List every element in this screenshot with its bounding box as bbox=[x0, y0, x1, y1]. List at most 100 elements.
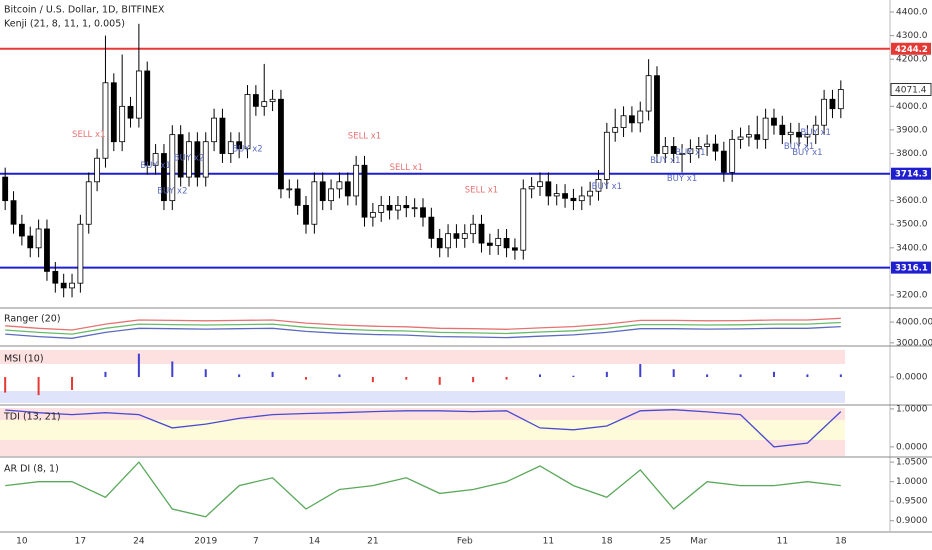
candle-body bbox=[344, 181, 351, 197]
signal-label: BUY x1 bbox=[792, 148, 822, 158]
signal-label: BUY x2 bbox=[157, 187, 187, 197]
candle-body bbox=[595, 179, 602, 192]
x-tick-label: 21 bbox=[367, 537, 378, 547]
candle-body bbox=[211, 117, 217, 143]
candle-body bbox=[712, 143, 719, 152]
candle-body bbox=[729, 138, 736, 173]
histogram-bar bbox=[204, 369, 207, 378]
y-tick-label: 1.0500 bbox=[896, 458, 928, 468]
candle-body bbox=[10, 200, 17, 225]
candle-body bbox=[553, 193, 560, 197]
y-tick-label: 4000.0000 bbox=[896, 318, 932, 328]
candle-body bbox=[169, 134, 176, 202]
y-tick-label: 0.0000 bbox=[896, 442, 928, 452]
candle-body bbox=[762, 117, 769, 140]
candle-body bbox=[386, 204, 393, 211]
level-tag bbox=[891, 261, 931, 274]
signal-label: BUY x1 bbox=[140, 161, 170, 171]
candle-body bbox=[428, 216, 435, 239]
candle-body bbox=[303, 204, 309, 225]
candle-body bbox=[829, 98, 836, 110]
candle-body bbox=[520, 188, 527, 251]
candle-body bbox=[85, 181, 92, 225]
y-tick-label: 0.0000 bbox=[896, 373, 928, 383]
candle-body bbox=[328, 188, 334, 202]
candle-body bbox=[119, 105, 126, 143]
y-tick-label: 4200.0 bbox=[896, 55, 928, 65]
level-tag bbox=[891, 167, 931, 180]
candle-body bbox=[286, 188, 293, 191]
candle-body bbox=[804, 134, 811, 138]
candle-body bbox=[654, 75, 660, 154]
x-tick-label: 18 bbox=[835, 537, 847, 547]
y-tick-label: 3400.0 bbox=[896, 243, 928, 253]
candle-body bbox=[645, 75, 652, 112]
y-tick-label: 0.9000 bbox=[896, 516, 928, 526]
indicator-line bbox=[5, 325, 841, 339]
signal-label: SELL x1 bbox=[390, 163, 423, 173]
band-lower bbox=[0, 391, 845, 403]
candle-body bbox=[261, 101, 268, 107]
candle-body bbox=[470, 223, 477, 235]
indicator-line bbox=[5, 317, 841, 331]
histogram-bar bbox=[4, 377, 7, 393]
y-tick-label: 1.0000 bbox=[896, 404, 928, 414]
candle-body bbox=[603, 131, 610, 180]
signal-label: SELL x1 bbox=[72, 130, 105, 140]
candle-body bbox=[704, 143, 711, 147]
histogram-bar bbox=[538, 374, 541, 378]
candle-body bbox=[754, 134, 761, 140]
candle-body bbox=[503, 237, 510, 249]
signal-label: BUY x1 bbox=[592, 182, 622, 192]
candle-body bbox=[587, 190, 594, 197]
candle-body bbox=[812, 124, 819, 136]
candle-body bbox=[779, 124, 786, 136]
candle-body bbox=[461, 233, 468, 239]
candle-body bbox=[796, 131, 802, 138]
candle-body bbox=[787, 131, 794, 136]
candle-body bbox=[578, 195, 585, 202]
candle-body bbox=[353, 164, 360, 197]
x-tick-label: 11 bbox=[543, 537, 554, 547]
candle-body bbox=[278, 98, 284, 190]
candle-body bbox=[562, 193, 568, 199]
candle-body bbox=[336, 181, 343, 190]
indicator-line bbox=[5, 321, 841, 335]
indicator-line bbox=[5, 461, 841, 518]
candle-body bbox=[720, 150, 727, 173]
candle-body bbox=[695, 146, 702, 150]
candle-body bbox=[94, 157, 101, 183]
candle-body bbox=[662, 146, 669, 154]
candle-body bbox=[420, 207, 426, 218]
candle-body bbox=[177, 134, 184, 178]
histogram-bar bbox=[71, 377, 74, 390]
candle-body bbox=[236, 141, 243, 150]
last-price-label: 4071.4 bbox=[895, 86, 927, 96]
histogram-bar bbox=[438, 377, 441, 385]
histogram-bar bbox=[806, 374, 809, 378]
candle-body bbox=[771, 117, 777, 126]
candle-body bbox=[227, 141, 234, 154]
histogram-bar bbox=[338, 374, 341, 378]
histogram-bar bbox=[137, 353, 140, 378]
histogram-bar bbox=[37, 377, 40, 396]
histogram-bar bbox=[371, 377, 374, 383]
candle-body bbox=[244, 94, 251, 150]
candle-body bbox=[620, 115, 627, 128]
candle-body bbox=[202, 141, 209, 178]
candle-body bbox=[528, 186, 535, 190]
pane-title: Ranger (20) bbox=[4, 314, 61, 325]
candle-body bbox=[512, 247, 518, 251]
histogram-bar bbox=[739, 374, 742, 378]
candle-body bbox=[152, 153, 159, 166]
candle-body bbox=[687, 148, 694, 154]
pane-title: AR DI (8, 1) bbox=[4, 464, 59, 475]
x-tick-label: 2019 bbox=[194, 537, 217, 547]
x-tick-label: 14 bbox=[309, 537, 321, 547]
candle-body bbox=[44, 228, 50, 272]
candle-body bbox=[252, 94, 259, 107]
signal-label: SELL x1 bbox=[465, 186, 498, 196]
signal-label: BUY x1 bbox=[784, 142, 814, 152]
x-tick-label: Feb bbox=[457, 537, 473, 547]
